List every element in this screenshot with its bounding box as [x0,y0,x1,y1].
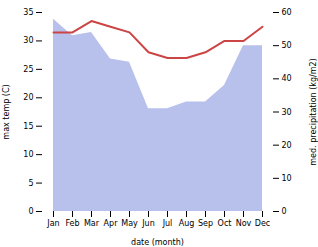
svg-text:20: 20 [23,93,33,102]
svg-text:Feb: Feb [65,219,79,228]
svg-text:0: 0 [282,207,287,216]
svg-text:Mar: Mar [84,219,100,228]
svg-text:10: 10 [282,174,292,183]
svg-text:60: 60 [282,8,292,17]
svg-text:Apr: Apr [104,219,119,228]
svg-text:May: May [121,219,138,228]
svg-text:25: 25 [23,65,33,74]
svg-text:20: 20 [282,141,292,150]
svg-text:Jun: Jun [141,219,155,228]
svg-text:50: 50 [282,41,292,50]
svg-text:30: 30 [23,36,33,45]
svg-text:15: 15 [23,122,33,131]
svg-text:max temp (C): max temp (C) [2,84,11,139]
svg-text:Sep: Sep [198,219,213,228]
svg-text:10: 10 [23,150,33,159]
svg-text:Jul: Jul [162,219,173,228]
svg-text:Aug: Aug [179,219,195,228]
svg-text:35: 35 [23,8,33,17]
svg-text:med. precipitation (kg/m2): med. precipitation (kg/m2) [309,58,318,165]
svg-text:5: 5 [28,179,33,188]
svg-text:30: 30 [282,108,292,117]
svg-text:Dec: Dec [255,219,270,228]
svg-text:0: 0 [28,207,33,216]
svg-text:Nov: Nov [236,219,252,228]
svg-text:date (month): date (month) [131,238,184,247]
svg-text:Oct: Oct [218,219,232,228]
svg-text:40: 40 [282,74,292,83]
svg-text:Jan: Jan [46,219,59,228]
